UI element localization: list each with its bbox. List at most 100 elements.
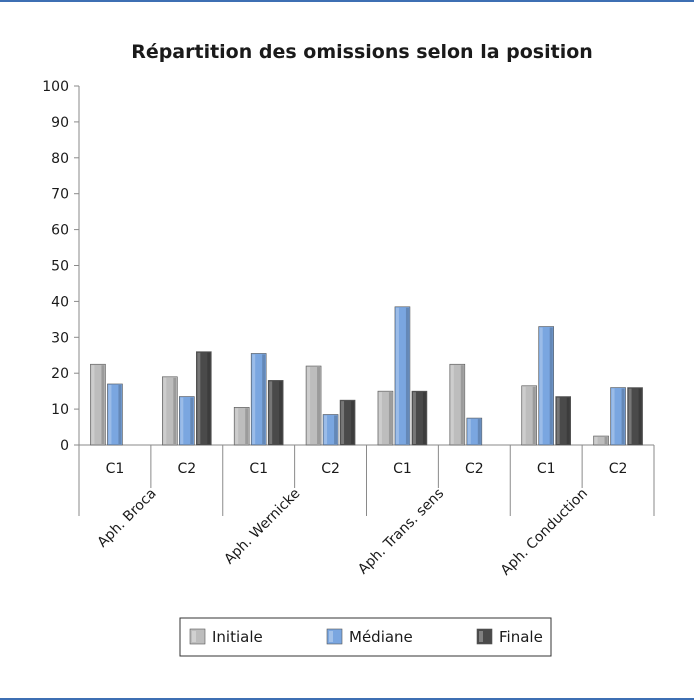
legend-label-initiale: Initiale <box>212 628 263 646</box>
bar-initiale <box>449 363 466 446</box>
x-category-label: C2 <box>177 461 196 477</box>
bar-highlight <box>252 354 256 444</box>
bar-médiane <box>179 396 195 446</box>
bar-finale <box>267 380 284 446</box>
bar-initiale <box>162 376 178 446</box>
bar-highlight <box>91 365 95 444</box>
bar-médiane <box>107 383 123 446</box>
y-tick-label: 0 <box>60 438 69 454</box>
y-tick-label: 40 <box>51 294 69 310</box>
bar-shade <box>190 397 194 444</box>
bar-shade <box>621 388 625 444</box>
bar-initiale <box>377 390 394 446</box>
bar-finale <box>627 387 643 446</box>
x-category-label: C1 <box>537 461 556 477</box>
bar-shade <box>460 365 464 444</box>
bar-highlight <box>522 386 526 444</box>
bar-shade <box>604 437 608 444</box>
y-tick-label: 90 <box>51 115 69 131</box>
bar-médiane <box>250 353 267 446</box>
chart-bars <box>90 306 643 446</box>
bar-médiane <box>538 326 554 446</box>
bar-highlight <box>395 307 399 444</box>
bar-shade <box>334 415 338 444</box>
bar-shade <box>245 408 249 444</box>
x-category-label: C2 <box>609 461 628 477</box>
bar-shade <box>317 367 321 444</box>
legend-label-médiane: Médiane <box>349 628 413 646</box>
y-tick-label: 80 <box>51 151 69 167</box>
bar-finale <box>196 351 212 446</box>
bar-médiane <box>610 387 626 446</box>
bar-highlight <box>307 367 311 444</box>
x-group-label: Aph. Trans. sens <box>355 486 447 578</box>
x-group-label: Aph. Broca <box>95 486 160 551</box>
bar-shade <box>405 307 409 444</box>
x-group-label: Aph. Conduction <box>498 486 591 579</box>
legend-swatch-highlight <box>479 631 483 642</box>
x-category-label: C2 <box>321 461 340 477</box>
bar-highlight <box>180 397 184 444</box>
legend-swatch-finale <box>476 628 493 645</box>
legend: Initiale Médiane Finale <box>179 617 552 657</box>
y-tick-label: 60 <box>51 223 69 239</box>
legend-swatch-initiale <box>189 628 206 645</box>
bar-highlight <box>108 384 112 444</box>
y-tick-label: 70 <box>51 187 69 203</box>
y-tick-label: 100 <box>42 79 69 95</box>
chart-axes: 0 10 20 30 40 50 60 70 80 90 100 C1 C2 C1 C2 C1 C2 C1 C2 Ap… <box>42 79 655 579</box>
bar-highlight <box>594 437 598 444</box>
bar-highlight <box>378 392 382 444</box>
bar-highlight <box>163 377 167 444</box>
bar-initiale <box>593 435 609 446</box>
bar-médiane <box>322 414 339 446</box>
bar-highlight <box>556 397 560 444</box>
bar-initiale <box>521 385 537 446</box>
bar-shade <box>422 392 426 444</box>
bar-initiale <box>233 407 250 446</box>
bar-shade <box>279 381 283 444</box>
y-tick-label: 30 <box>51 330 69 346</box>
bar-highlight <box>628 388 632 444</box>
bar-highlight <box>341 401 345 444</box>
bar-highlight <box>235 408 239 444</box>
bar-shade <box>532 386 536 444</box>
bar-highlight <box>324 415 328 444</box>
bar-highlight <box>450 365 454 444</box>
bar-highlight <box>467 419 471 444</box>
bar-initiale <box>90 363 106 446</box>
bar-highlight <box>269 381 273 444</box>
bar-médiane <box>466 417 483 446</box>
y-tick-label: 50 <box>51 259 69 275</box>
x-category-label: C1 <box>393 461 412 477</box>
legend-swatch-médiane <box>326 628 343 645</box>
bar-finale <box>411 390 428 446</box>
bar-shade <box>101 365 105 444</box>
legend-swatch-highlight <box>329 631 333 642</box>
y-tick-label: 20 <box>51 366 69 382</box>
bar-shade <box>207 352 211 444</box>
bar-shade <box>262 354 266 444</box>
x-category-label: C1 <box>249 461 268 477</box>
bar-highlight <box>412 392 416 444</box>
bar-shade <box>118 384 122 444</box>
chart-title: Répartition des omissions selon la posit… <box>131 41 593 63</box>
bar-shade <box>351 401 355 444</box>
bar-shade <box>173 377 177 444</box>
bar-finale <box>339 399 356 446</box>
bar-shade <box>477 419 481 444</box>
bar-shade <box>388 392 392 444</box>
bar-initiale <box>305 365 322 446</box>
bar-médiane <box>394 306 411 446</box>
bar-shade <box>566 397 570 444</box>
x-category-label: C1 <box>106 461 125 477</box>
bar-highlight <box>611 388 615 444</box>
bar-shade <box>549 327 553 444</box>
legend-swatch-highlight <box>192 631 196 642</box>
bar-shade <box>638 388 642 444</box>
x-category-label: C2 <box>465 461 484 477</box>
bar-finale <box>555 396 571 446</box>
bar-highlight <box>539 327 543 444</box>
